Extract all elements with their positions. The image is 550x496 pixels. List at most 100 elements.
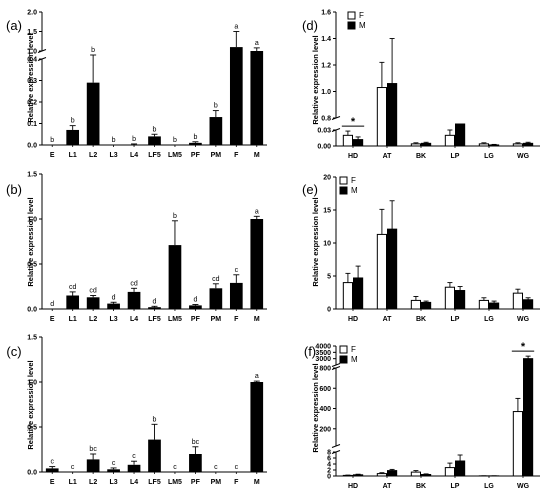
panel-b-y-tick-label: 1.0 xyxy=(27,217,37,224)
panel-c-y-tick-label: 0.0 xyxy=(27,470,37,477)
panel-d-y-tick-label: 0.8 xyxy=(321,116,331,123)
panel-b-ylabel: Relative expression level xyxy=(26,197,35,286)
panel-c-significance-letter: c xyxy=(132,453,136,460)
panel-c-bar xyxy=(148,439,161,472)
panel-b-significance-letter: cd xyxy=(89,288,97,295)
panel-f-bar-F xyxy=(444,467,456,477)
panel-f-legend-label: M xyxy=(351,355,358,364)
panel-f-y-tick-label: 4000 xyxy=(315,344,331,351)
panel-b-x-tick-label: PF xyxy=(191,316,201,323)
panel-a-significance-letter: b xyxy=(214,103,218,110)
panel-c-x-tick-label: M xyxy=(254,479,260,486)
panel-e-x-tick-label: LG xyxy=(484,316,494,323)
panel-b-bar xyxy=(209,288,223,309)
panel-f-x-tick-label: WG xyxy=(517,483,530,490)
panel-f-bar-M xyxy=(353,474,364,477)
panel-e-bar-M xyxy=(353,277,364,310)
panel-e-legend-swatch-M xyxy=(339,186,348,195)
panel-e-legend-label: M xyxy=(351,186,358,195)
panel-c-significance-letter: a xyxy=(255,373,259,380)
panel-d-x-tick-label: LP xyxy=(451,153,460,160)
panel-f-legend-swatch-F xyxy=(339,345,348,354)
panel-e-y-tick-label: 5 xyxy=(327,274,331,281)
panel-c-significance-letter: b xyxy=(153,416,157,423)
panel-f-x-tick-label: LP xyxy=(451,483,460,490)
panel-e-bar-F xyxy=(410,299,422,310)
panel-f-y-tick-label: 200 xyxy=(319,426,331,433)
panel-f-bar-M xyxy=(455,460,466,477)
panel-e-bar-M xyxy=(455,290,466,310)
panel-b-x-tick-label: L1 xyxy=(69,316,77,323)
panel-b-significance-letter: d xyxy=(112,294,116,301)
panel-c-significance-letter: c xyxy=(173,464,177,471)
panel-e-x-tick-label: BK xyxy=(416,316,426,323)
panel-f-x-tick-label: BK xyxy=(416,483,426,490)
panel-a-x-tick-label: E xyxy=(50,152,55,159)
panel-c-x-tick-label: L4 xyxy=(130,479,138,486)
panel-c-bar xyxy=(127,464,141,472)
panel-c-significance-letter: c xyxy=(71,464,75,471)
panel-c-x-tick-label: L1 xyxy=(69,479,77,486)
panel-c-ylabel: Relative expression level xyxy=(26,360,35,449)
panel-a-x-tick-label: F xyxy=(234,152,239,159)
panel-c-bar xyxy=(250,382,264,472)
panel-f-y-tick-label: 2 xyxy=(327,468,331,475)
panel-f-x-tick-label: AT xyxy=(383,483,393,490)
panel-a-bar xyxy=(229,47,243,145)
panel-e-x-tick-label: LP xyxy=(451,316,460,323)
panel-d-bar-F xyxy=(444,134,456,147)
panel-c-y-tick-label: 1.0 xyxy=(27,380,37,387)
panel-d-y-tick-label: 1.2 xyxy=(321,63,331,70)
panel-e-x-tick-label: HD xyxy=(348,316,358,323)
panel-b-significance-letter: d xyxy=(153,298,157,305)
panel-f-bar-M xyxy=(387,470,398,477)
panel-e-x-tick-label: AT xyxy=(383,316,393,323)
panel-b-significance-letter: a xyxy=(255,208,259,215)
panel-c-significance-letter: c xyxy=(214,464,218,471)
panel-d-bar-F xyxy=(410,143,422,147)
panel-d-y-tick-label: 0.03 xyxy=(317,128,331,135)
panel-f-bar-M xyxy=(523,358,534,477)
panel-d-bar-M xyxy=(353,139,364,147)
panel-a-x-tick-label: L1 xyxy=(69,152,77,159)
panel-a-x-tick-label: LF5 xyxy=(148,152,161,159)
panel-f-legend-swatch-M xyxy=(339,355,348,364)
panel-c-x-tick-label: LM5 xyxy=(168,479,182,486)
panel-b-x-tick-label: F xyxy=(234,316,239,323)
panel-a-significance-letter: b xyxy=(71,118,75,125)
panel-c-significance-letter: bc xyxy=(89,446,97,453)
panel-a-bar xyxy=(66,129,80,145)
panel-c-x-tick-label: E xyxy=(50,479,55,486)
panel-a-significance-letter: b xyxy=(193,134,197,141)
panel-e-legend-label: F xyxy=(351,176,356,185)
panel-b-x-tick-label: PM xyxy=(211,316,222,323)
panel-d-y-tick-label: 0.00 xyxy=(317,144,331,151)
panel-e-bar-F xyxy=(376,233,388,310)
panel-c-y-tick-label: 0.5 xyxy=(27,425,37,432)
panel-e-bar-M xyxy=(523,299,534,310)
panel-b-bar xyxy=(189,305,202,309)
panel-b-significance-letter: c xyxy=(235,267,239,274)
panel-e-ylabel: Relative expression level xyxy=(311,197,320,286)
panel-c-x-tick-label: LF5 xyxy=(148,479,161,486)
panel-f-label: (f) xyxy=(304,344,316,359)
panel-b-x-tick-label: LM5 xyxy=(168,316,182,323)
panel-c-significance-letter: c xyxy=(112,460,116,467)
panel-a-bar xyxy=(148,136,161,145)
panel-c-x-tick-label: L2 xyxy=(89,479,97,486)
panel-d-bar-M xyxy=(455,123,466,147)
panel-b-significance-letter: cd xyxy=(69,284,77,291)
panel-b-y-tick-label: 1.5 xyxy=(27,172,37,179)
panel-f-y-tick-label: 400 xyxy=(319,406,331,413)
panel-b-significance-letter: d xyxy=(50,301,54,308)
panel-c-x-tick-label: PM xyxy=(211,479,222,486)
panel-b-bar xyxy=(148,307,161,309)
panel-d-label: (d) xyxy=(302,18,318,33)
panel-d-bar-F xyxy=(512,143,524,147)
panel-d-bar-M xyxy=(489,144,500,147)
panel-e-bar-F xyxy=(444,286,456,310)
panel-c-x-tick-label: L3 xyxy=(110,479,118,486)
panel-a-significance-letter: b xyxy=(91,47,95,54)
panel-f-y-tick-label: 8 xyxy=(327,450,331,457)
panel-a-x-tick-label: L2 xyxy=(89,152,97,159)
